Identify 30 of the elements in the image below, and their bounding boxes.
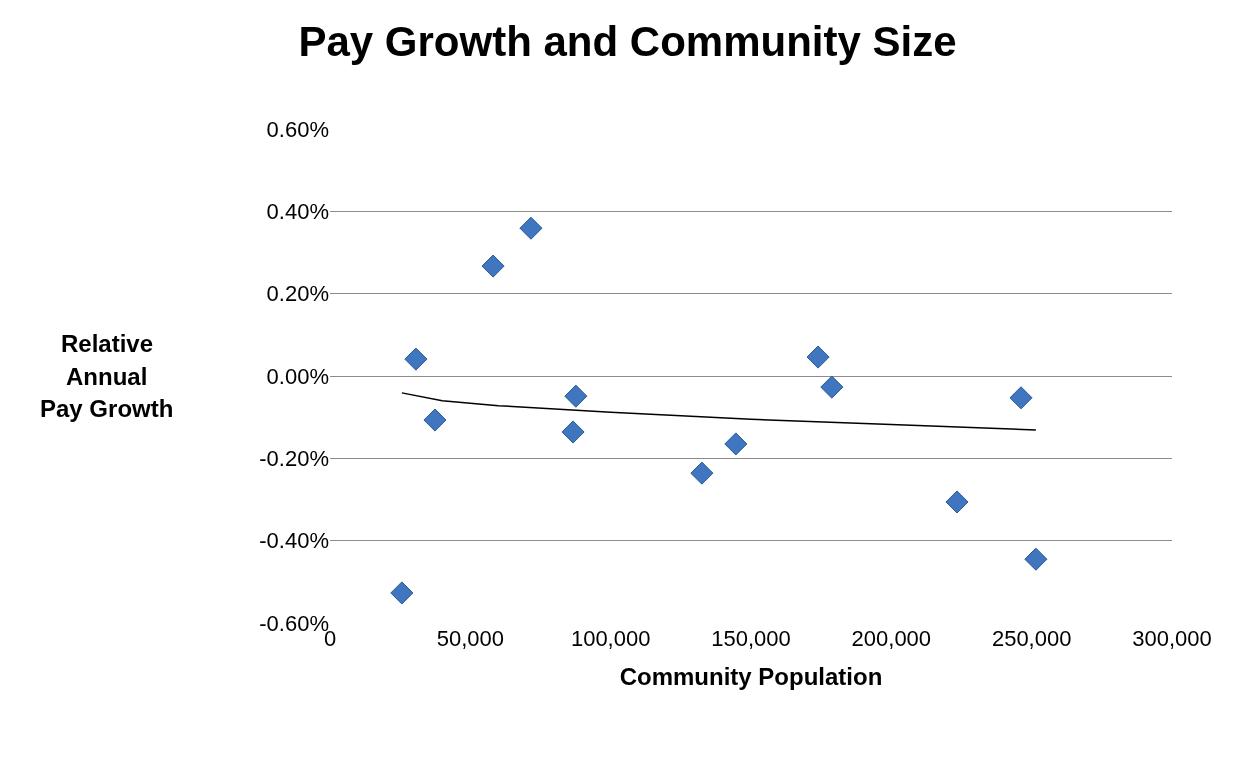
x-tick-label: 250,000 [991,626,1072,651]
point [561,420,585,444]
point [564,384,588,408]
y-tick-label: 0.60% [266,116,329,142]
y-tick-label: 0.40% [266,199,329,225]
point [481,254,505,278]
line-series [401,392,1037,431]
x-tick-label: 50,000 [436,626,504,651]
x-tick-label: 200,000 [851,626,932,651]
point [423,408,447,432]
y-axis-title: Relative Annual Pay Growth [40,330,174,422]
y-tick-label: 0.00% [266,363,329,389]
point [945,490,969,514]
point [690,461,714,485]
point [724,432,748,456]
chart-title: Pay Growth and Community Size [298,17,957,65]
point [390,581,414,605]
x-axis-title: Community Population [619,663,883,691]
y-tick-label: -0.40% [259,528,329,554]
point [404,347,428,371]
point [1024,547,1048,571]
x-tick-label: 300,000 [1132,626,1212,651]
y-tick-label: 0.20% [266,281,329,307]
y-tick-label: -0.20% [259,446,329,472]
x-tick-label: 100,000 [570,626,651,651]
point [820,375,844,399]
point [806,345,830,369]
point [1009,386,1033,410]
point [519,216,543,240]
x-tick-label: 150,000 [711,626,791,651]
